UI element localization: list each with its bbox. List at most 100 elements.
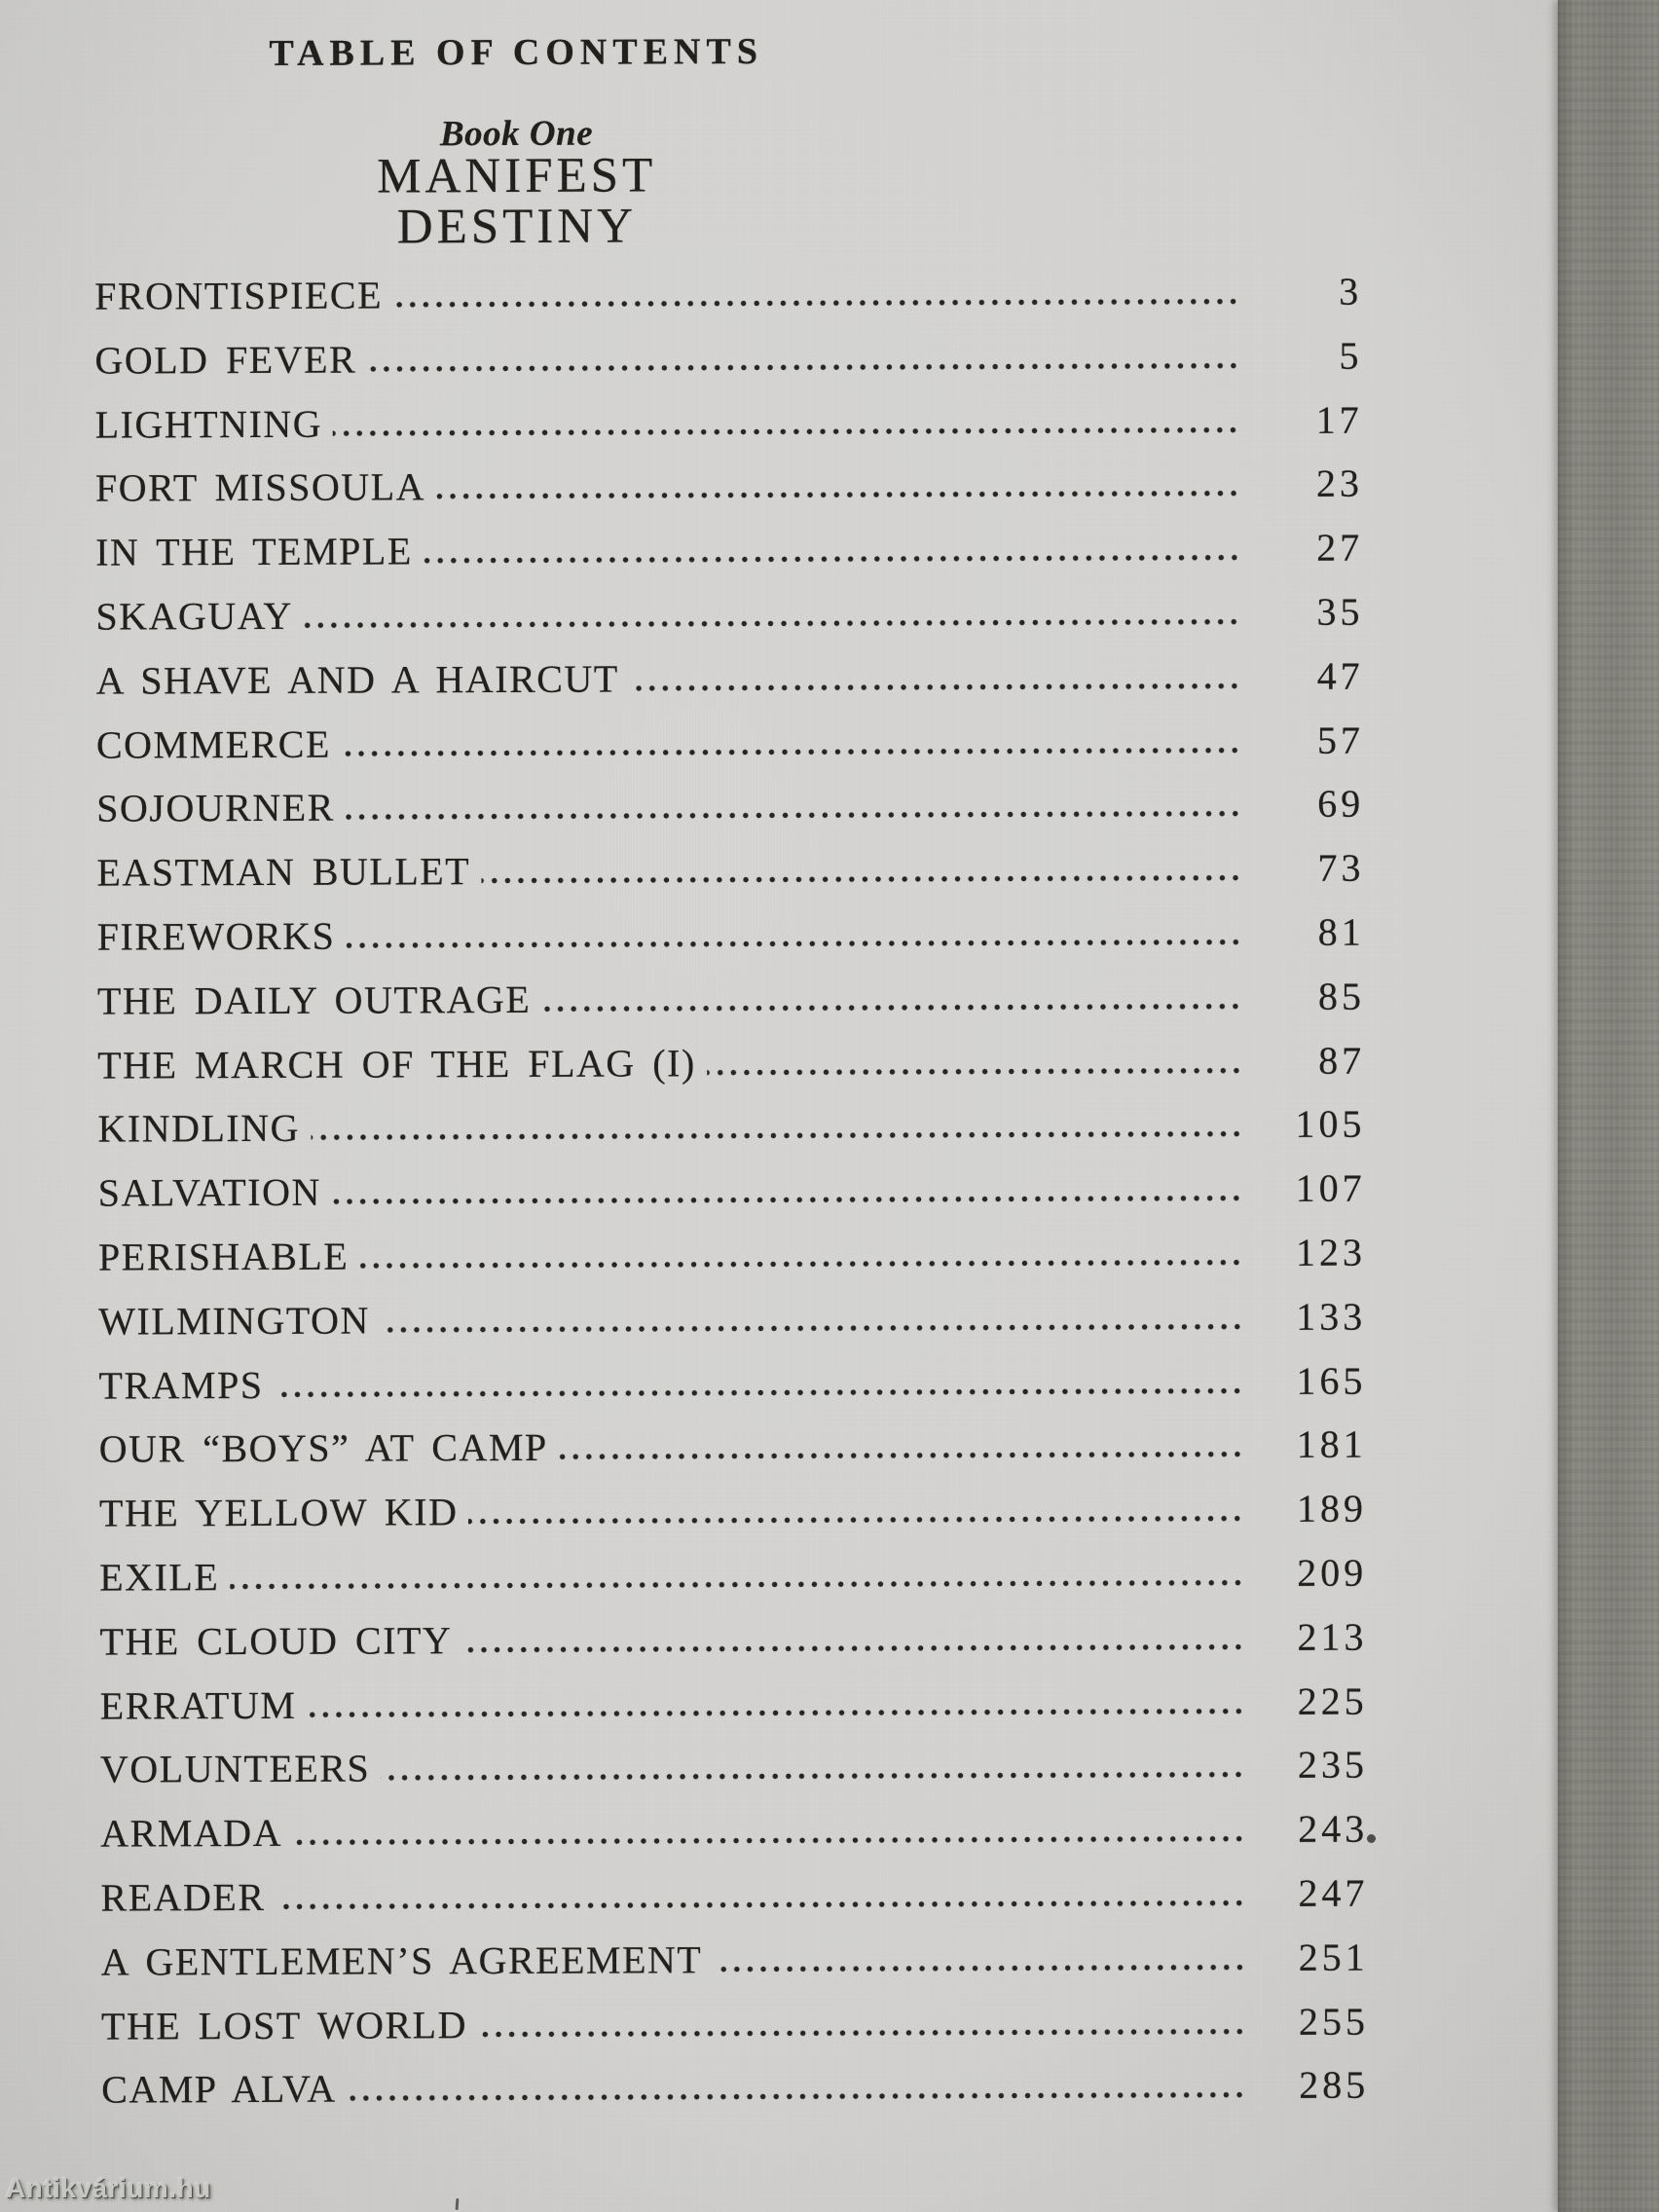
toc-entry-page: 69 [1317,782,1365,827]
dot-leader [310,1130,1243,1142]
dot-leader [436,490,1240,500]
book-fore-edge [1558,0,1659,2212]
toc-entry-page: 123 [1295,1230,1367,1274]
toc-row: KINDLING 105 [97,1101,1365,1170]
toc-row: CAMP ALVA 285 [101,2062,1369,2131]
toc-entry-title: THE LOST WORLD [100,2002,468,2048]
toc-entry-title: COMMERCE [95,721,331,767]
dot-leader [468,1515,1245,1526]
toc-entry-page: 87 [1318,1038,1366,1083]
toc-entry-title: IN THE TEMPLE [95,529,413,574]
toc-entry-page: 5 [1339,333,1363,378]
toc-entry-page: 105 [1295,1101,1366,1147]
toc-entry-page: 3 [1339,269,1363,313]
dot-leader [346,939,1242,949]
toc-entry-title: EXILE [99,1555,220,1600]
toc-entry-page: 251 [1298,1935,1369,1979]
toc-row: FIREWORKS 81 [97,909,1365,978]
toc-entry-title: A GENTLEMEN’S AGREEMENT [100,1936,703,1984]
toc-entry-title: ERRATUM [99,1682,297,1728]
toc-entry-title: EASTMAN BULLET [96,849,471,895]
dot-leader [462,1642,1245,1653]
toc-row: READER 247 [100,1870,1368,1939]
toc-entry-page: 57 [1316,718,1365,762]
toc-row: EXILE 209 [99,1550,1367,1619]
toc-row: EASTMAN BULLET 73 [96,845,1364,914]
toc-entry-page: 247 [1298,1870,1369,1915]
toc-row: OUR “BOYS” AT CAMP 181 [99,1421,1367,1491]
dot-leader [341,746,1241,757]
toc-entry-title: LIGHTNING [94,401,323,447]
dot-leader [481,874,1242,885]
toc-row: LIGHTNING 17 [95,396,1363,465]
toc-entry-title: FRONTISPIECE [94,273,384,318]
toc-row: THE DAILY OUTRAGE 85 [97,973,1365,1042]
toc-entry-title: SKAGUAY [95,593,293,639]
toc-entry-title: SALVATION [97,1169,321,1215]
toc-row: FORT MISSOULA 23 [95,461,1363,530]
toc-entry-page: 27 [1316,525,1364,570]
dot-leader [230,1579,1245,1591]
toc-row: THE MARCH OF THE FLAG (I) 87 [97,1037,1365,1106]
toc-entry-page: 73 [1317,845,1365,890]
toc-entry-title: CAMP ALVA [101,2067,337,2112]
toc-entry-title: OUR “BOYS” AT CAMP [98,1425,548,1471]
toc-entry-page: 85 [1317,974,1366,1018]
toc-row: ARMADA 243 [100,1806,1368,1875]
toc-row: TRAMPS 165 [98,1357,1366,1426]
toc-entry-page: 107 [1295,1165,1366,1211]
dot-leader [333,425,1240,437]
dot-leader [367,361,1240,373]
dot-leader [381,1771,1246,1782]
toc-entry-title: SOJOURNER [96,786,335,831]
toc-entry-page: 225 [1297,1678,1368,1723]
toc-entry-title: KINDLING [97,1106,301,1151]
dot-leader [393,298,1240,309]
toc-entry-page: 285 [1299,2062,1370,2108]
toc-entry-page: 235 [1297,1742,1369,1788]
toc-entry-page: 35 [1316,589,1364,634]
toc-entry-title: THE MARCH OF THE FLAG (I) [97,1040,696,1088]
toc-entry-title: THE DAILY OUTRAGE [96,977,532,1023]
toc-row: GOLD FEVER 5 [94,332,1362,401]
toc-row: A SHAVE AND A HAIRCUT 47 [96,652,1364,721]
toc-row: WILMINGTON 133 [98,1293,1366,1362]
toc-entry-title: THE CLOUD CITY [99,1617,453,1664]
toc-entry-title: GOLD FEVER [94,337,357,383]
dot-leader [359,1259,1244,1270]
scan-speck [1367,1834,1376,1843]
toc-entry-page: 23 [1315,461,1364,506]
toc-row: ERRATUM 225 [100,1677,1368,1747]
toc-entry-page: 255 [1298,1999,1370,2044]
dot-leader [558,1451,1244,1461]
dot-leader [331,1195,1243,1205]
dot-leader [303,618,1241,629]
toc-entry-title: A SHAVE AND A HAIRCUT [95,656,619,703]
dot-leader [713,1963,1246,1972]
dot-leader [347,2091,1247,2102]
dot-leader [423,554,1241,565]
toc-entry-page: 243 [1298,1806,1369,1852]
toc-list: FRONTISPIECE 3 GOLD FEVER 5 LIGHTNING 17 FORT … [94,269,1369,2131]
toc-row: SOJOURNER 69 [96,781,1364,850]
toc-entry-title: THE YELLOW KID [98,1490,459,1535]
toc-entry-title: FIREWORKS [96,913,336,959]
dot-leader [345,810,1242,822]
toc-entry-page: 189 [1296,1486,1368,1531]
toc-entry-title: PERISHABLE [97,1234,350,1279]
toc-row: SKAGUAY 35 [95,589,1363,658]
toc-entry-page: 209 [1297,1550,1368,1595]
dot-leader [307,1707,1245,1718]
dot-leader [706,1066,1243,1076]
toc-entry-page: 213 [1297,1614,1368,1659]
toc-row: THE YELLOW KID 189 [99,1486,1367,1555]
toc-entry-title: ARMADA [100,1811,283,1856]
toc-row: IN THE TEMPLE 27 [95,525,1363,594]
toc-row: COMMERCE 57 [96,717,1364,786]
toc-entry-page: 17 [1315,397,1363,442]
toc-row: VOLUNTEERS 235 [100,1742,1368,1811]
dot-leader [477,2027,1247,2038]
toc-entry-title: TRAMPS [98,1362,264,1408]
